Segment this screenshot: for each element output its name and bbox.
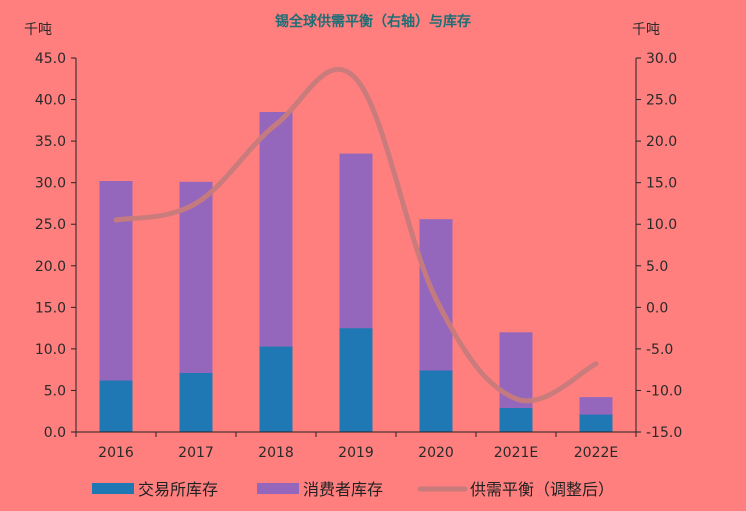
bar-0-2019 — [339, 328, 373, 432]
bar-0-2020 — [419, 370, 453, 432]
line-series — [113, 67, 599, 404]
left-tick-label: 15.0 — [35, 300, 66, 316]
bar-0-2021E — [499, 407, 533, 432]
left-tick-label: 30.0 — [35, 176, 66, 192]
bar-marks — [99, 112, 613, 432]
right-tick-label: 25.0 — [646, 93, 677, 109]
left-tick-label: 5.0 — [44, 383, 66, 399]
axes: 0.0 5.0 10.0 15.0 20.0 25.0 30.0 35.0 40.0 45.0 -1… — [35, 51, 682, 461]
x-tick-label: 2017 — [178, 445, 214, 461]
x-tick-label: 2022E — [574, 445, 618, 461]
left-tick-label: 25.0 — [35, 217, 66, 233]
bar-0-2017 — [179, 373, 213, 432]
bar-1-2022E — [579, 397, 613, 415]
bar-1-2019 — [339, 153, 373, 329]
x-tick-label: 2021E — [494, 445, 538, 461]
left-tick-label: 20.0 — [35, 259, 66, 275]
legend-label-0: 交易所库存 — [138, 480, 218, 499]
bar-0-2022E — [579, 414, 613, 432]
legend-label-1: 消费者库存 — [303, 480, 383, 499]
right-tick-label: -5.0 — [646, 342, 673, 358]
left-tick-label: 45.0 — [35, 51, 66, 67]
x-tick-label: 2018 — [258, 445, 294, 461]
left-tick-label: 0.0 — [44, 425, 66, 441]
x-tick-label: 2019 — [338, 445, 374, 461]
chart-title: 锡全球供需平衡（右轴）与库存 — [275, 13, 471, 30]
right-tick-label: 30.0 — [646, 51, 677, 67]
right-tick-label: 15.0 — [646, 176, 677, 192]
bar-0-2018 — [259, 346, 293, 432]
right-tick-label: -15.0 — [646, 425, 682, 441]
right-tick-label: 0.0 — [646, 300, 668, 316]
left-tick-label: 35.0 — [35, 134, 66, 150]
bar-1-2016 — [99, 181, 133, 381]
left-tick-label: 40.0 — [35, 93, 66, 109]
bar-1-2017 — [179, 181, 213, 373]
right-tick-label: 5.0 — [646, 259, 668, 275]
right-tick-label: -10.0 — [646, 383, 682, 399]
legend: 交易所库存 消费者库存 供需平衡（调整后） — [92, 480, 614, 499]
legend-swatch-0 — [92, 483, 134, 494]
left-axis-unit: 千吨 — [24, 22, 52, 38]
x-tick-label: 2016 — [98, 445, 134, 461]
x-tick-label: 2020 — [418, 445, 454, 461]
right-tick-label: 10.0 — [646, 217, 677, 233]
bar-0-2016 — [99, 380, 133, 432]
legend-label-2: 供需平衡（调整后） — [470, 480, 614, 499]
right-tick-label: 20.0 — [646, 134, 677, 150]
right-axis-unit: 千吨 — [632, 22, 660, 38]
legend-swatch-1 — [257, 483, 299, 494]
bar-1-2018 — [259, 112, 293, 347]
left-tick-label: 10.0 — [35, 342, 66, 358]
